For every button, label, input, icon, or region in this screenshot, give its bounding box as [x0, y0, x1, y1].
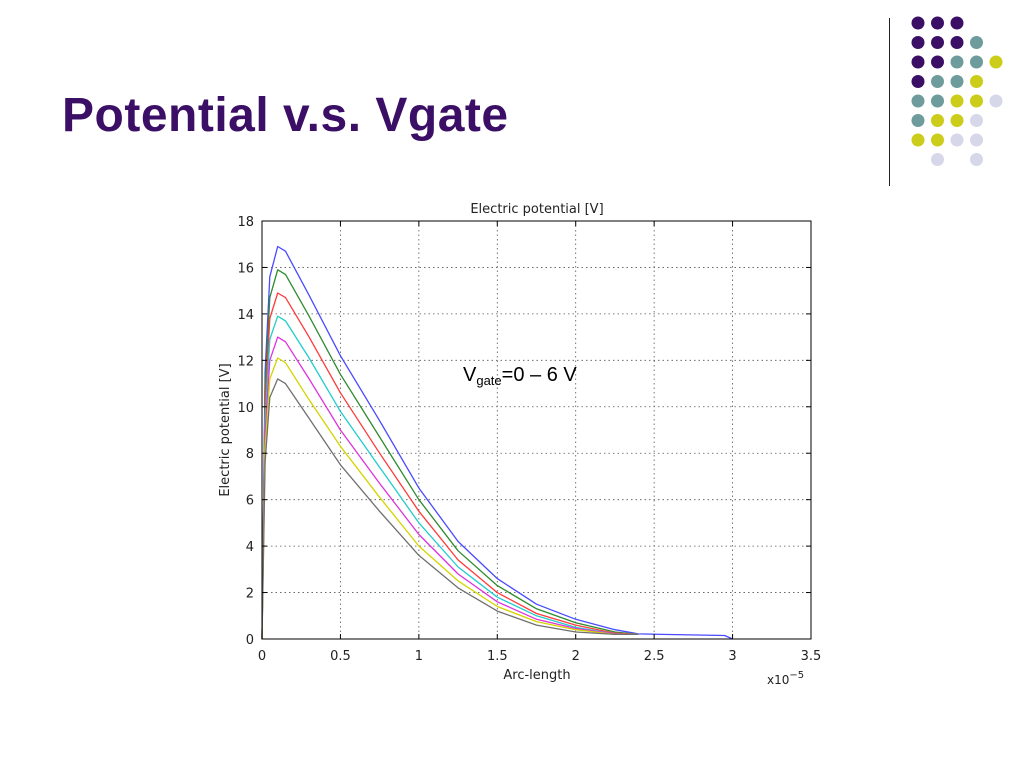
series-line-5 — [261, 336, 639, 640]
y-tick-label: 18 — [237, 215, 254, 230]
plot-frame — [261, 220, 812, 640]
decorative-dot — [950, 36, 964, 49]
y-tick-label: 16 — [237, 261, 254, 276]
decorative-dot — [911, 114, 925, 127]
decorative-dot — [931, 114, 944, 127]
x-tick-label: 3 — [728, 649, 736, 664]
decorative-dot — [911, 75, 925, 88]
series-line-1 — [261, 245, 733, 640]
x-tick-label: 1 — [415, 649, 423, 664]
decorative-dot — [970, 153, 983, 166]
series-line-6 — [261, 357, 639, 640]
decorative-dot — [931, 36, 944, 49]
x-exponent-base: x10 — [767, 673, 789, 687]
slide-title: Potential v.s. Vgate — [62, 89, 509, 142]
y-tick-label: 8 — [246, 447, 254, 462]
y-tick-label: 0 — [246, 633, 254, 648]
decorative-dot — [970, 133, 983, 147]
y-tick-label: 14 — [237, 308, 254, 323]
tick-layer: 0 0.5 1 1.5 2 2.5 3 3.5 0 2 4 6 8 10 12 14 16 18 — [237, 215, 821, 664]
decorative-dot — [931, 94, 944, 108]
decorative-dot — [950, 16, 964, 30]
decorative-dot — [970, 114, 983, 127]
decorative-dot — [931, 133, 944, 147]
decorative-dot — [931, 75, 944, 88]
x-tick-label: 0.5 — [330, 649, 351, 664]
decorative-dot — [970, 75, 983, 88]
decorative-dot — [950, 55, 964, 69]
decorative-dot-grid — [911, 16, 1003, 166]
y-tick-label: 2 — [246, 587, 254, 602]
x-exponent-power: −5 — [789, 670, 804, 681]
series-line-3 — [261, 292, 639, 640]
x-tick-label: 1.5 — [487, 649, 508, 664]
x-axis-label: Arc-length — [503, 668, 570, 683]
decorative-dot — [970, 94, 983, 108]
grid-layer — [262, 221, 811, 639]
y-tick-label: 10 — [237, 401, 254, 416]
decorative-dot — [989, 55, 1003, 69]
decorative-dot — [950, 94, 964, 108]
annotation-prefix: V — [463, 364, 477, 386]
vgate-annotation: Vgate=0 – 6 V — [463, 364, 577, 388]
decorative-dot — [931, 16, 944, 30]
decorative-dot — [970, 55, 983, 69]
chart-title: Electric potential [V] — [470, 202, 603, 217]
decorative-dot — [931, 55, 944, 69]
annotation-subscript: gate — [476, 373, 502, 388]
y-tick-label: 4 — [246, 540, 254, 555]
series-line-7 — [261, 378, 639, 640]
series-line-2 — [261, 269, 639, 640]
annotation-suffix: =0 – 6 V — [501, 364, 577, 386]
y-tick-label: 6 — [246, 494, 254, 509]
decorative-dot — [911, 16, 925, 30]
x-tick-label: 2.5 — [644, 649, 665, 664]
x-exponent-label: x10−5 — [767, 670, 804, 687]
x-tick-label: 2 — [572, 649, 580, 664]
decorative-dot — [950, 133, 964, 147]
decorative-dot — [911, 94, 925, 108]
decorative-dot — [931, 153, 944, 166]
decorative-dot — [911, 36, 925, 49]
decorative-dot — [911, 55, 925, 69]
x-tick-label: 0 — [258, 649, 266, 664]
decorative-dot — [950, 114, 964, 127]
decorative-dot — [989, 94, 1003, 108]
title-divider-line — [889, 18, 890, 186]
x-tick-label: 3.5 — [801, 649, 822, 664]
decorative-dot — [911, 133, 925, 147]
decorative-dot — [970, 36, 983, 49]
decorative-dot — [950, 75, 964, 88]
series-line-4 — [261, 315, 639, 640]
y-axis-label: Electric potential [V] — [218, 363, 233, 496]
y-tick-label: 12 — [237, 354, 254, 369]
series-layer — [261, 245, 733, 640]
